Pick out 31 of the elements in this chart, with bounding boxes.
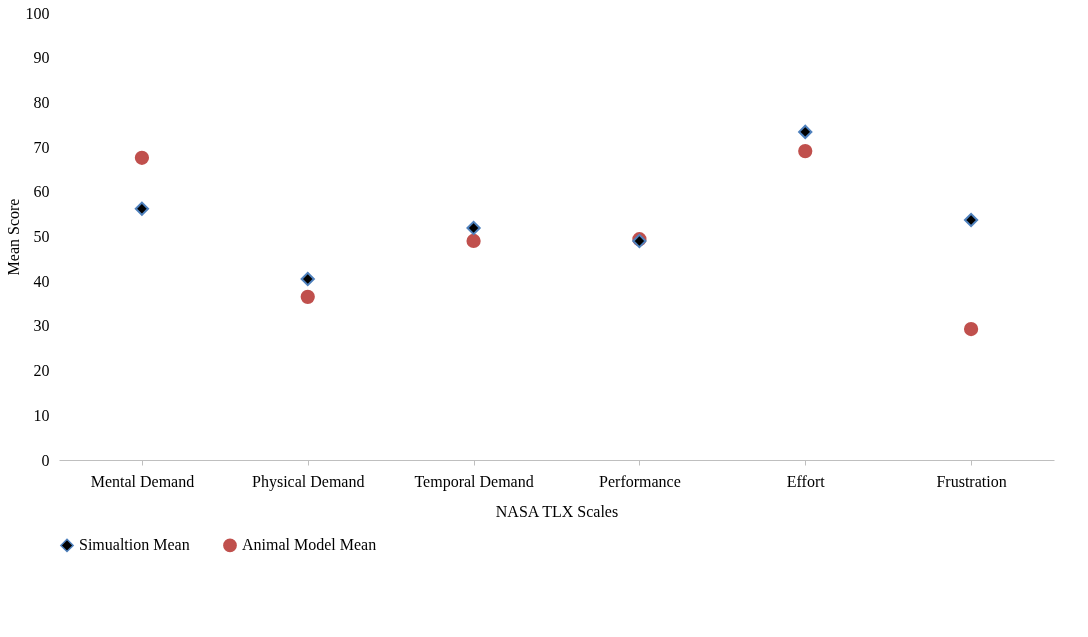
y-tick-label: 60 xyxy=(33,183,50,201)
y-tick-label: 30 xyxy=(33,317,50,335)
x-tick-label: Effort xyxy=(786,472,826,490)
y-tick-label: 50 xyxy=(33,228,50,245)
point xyxy=(134,201,150,216)
point xyxy=(963,321,979,337)
y-tick-label: 0 xyxy=(41,451,50,469)
point xyxy=(134,150,150,165)
x-tick-label: Mental Demand xyxy=(90,472,195,490)
point xyxy=(466,220,481,236)
y-tick-label: 80 xyxy=(33,93,50,111)
y-tick-label: 100 xyxy=(25,4,50,22)
point xyxy=(963,212,979,228)
legend-label: Animal Model Mean xyxy=(242,536,377,554)
point xyxy=(466,233,481,249)
point xyxy=(300,271,315,287)
y-tick-label: 90 xyxy=(33,49,50,67)
legend-label: Simualtion Mean xyxy=(79,536,190,554)
y-tick-label: 20 xyxy=(33,362,50,380)
point xyxy=(798,144,813,159)
y-axis-title: Mean Score xyxy=(4,198,22,276)
y-tick-label: 70 xyxy=(33,138,50,156)
point xyxy=(300,289,315,304)
x-tick-label: Performance xyxy=(599,472,681,490)
y-tick-label: 10 xyxy=(33,406,50,424)
x-tick-label: Temporal Demand xyxy=(414,472,534,491)
point xyxy=(798,124,813,140)
x-tick-label: Physical Demand xyxy=(252,472,365,491)
x-tick-label: Frustration xyxy=(936,472,1007,490)
y-tick-label: 40 xyxy=(33,272,50,290)
x-axis-title: NASA TLX Scales xyxy=(495,502,619,520)
